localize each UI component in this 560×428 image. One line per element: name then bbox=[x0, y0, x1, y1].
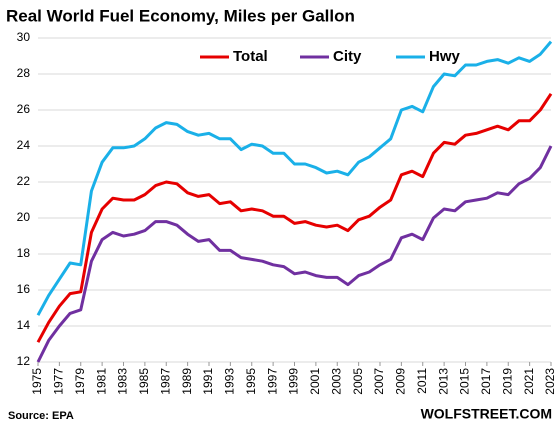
y-tick-label: 18 bbox=[17, 246, 31, 260]
credit: WOLFSTREET.COM bbox=[421, 406, 552, 422]
legend-label: City bbox=[333, 48, 362, 65]
x-tick-label: 2015 bbox=[458, 368, 472, 395]
series-line bbox=[36, 145, 553, 363]
x-tick-label: 1987 bbox=[158, 368, 172, 395]
legend-label: Hwy bbox=[429, 48, 461, 65]
x-tick-label: 1989 bbox=[180, 368, 194, 395]
x-tick-label: 2013 bbox=[436, 368, 450, 395]
legend-label: Total bbox=[233, 48, 268, 65]
x-tick-label: 2007 bbox=[372, 368, 386, 395]
y-tick-label: 16 bbox=[17, 282, 31, 296]
y-tick-label: 14 bbox=[17, 318, 31, 332]
y-tick-label: 20 bbox=[17, 210, 31, 224]
y-tick-label: 12 bbox=[17, 354, 31, 368]
x-tick-label: 2005 bbox=[351, 368, 365, 395]
x-tick-label: 2021 bbox=[522, 368, 536, 395]
x-tick-label: 2019 bbox=[500, 368, 514, 395]
x-tick-label: 1979 bbox=[73, 368, 87, 395]
y-tick-label: 22 bbox=[17, 174, 31, 188]
y-tick-label: 30 bbox=[17, 30, 31, 44]
series-line bbox=[36, 92, 553, 343]
x-tick-label: 1993 bbox=[223, 368, 237, 395]
y-tick-label: 28 bbox=[17, 66, 31, 80]
x-tick-label: 1981 bbox=[94, 368, 108, 395]
x-tick-label: 2023 bbox=[543, 368, 557, 395]
y-tick-label: 26 bbox=[17, 102, 31, 116]
x-tick-label: 2017 bbox=[479, 368, 493, 395]
series-line bbox=[36, 40, 553, 316]
x-tick-label: 1985 bbox=[137, 368, 151, 395]
x-tick-label: 2011 bbox=[415, 368, 429, 394]
source: Source: EPA bbox=[8, 410, 74, 422]
x-tick-label: 1991 bbox=[201, 368, 215, 395]
x-tick-label: 1977 bbox=[52, 368, 66, 395]
x-tick-label: 1983 bbox=[116, 368, 130, 395]
y-tick-label: 24 bbox=[17, 138, 31, 152]
chart-title: Real World Fuel Economy, Miles per Gallo… bbox=[6, 6, 355, 25]
x-tick-label: 1999 bbox=[287, 368, 301, 395]
x-tick-label: 1975 bbox=[30, 368, 44, 395]
x-tick-label: 2009 bbox=[394, 368, 408, 395]
x-tick-label: 2001 bbox=[308, 368, 322, 395]
x-tick-label: 1995 bbox=[244, 368, 258, 395]
x-tick-label: 2003 bbox=[329, 368, 343, 395]
x-tick-label: 1997 bbox=[265, 368, 279, 395]
